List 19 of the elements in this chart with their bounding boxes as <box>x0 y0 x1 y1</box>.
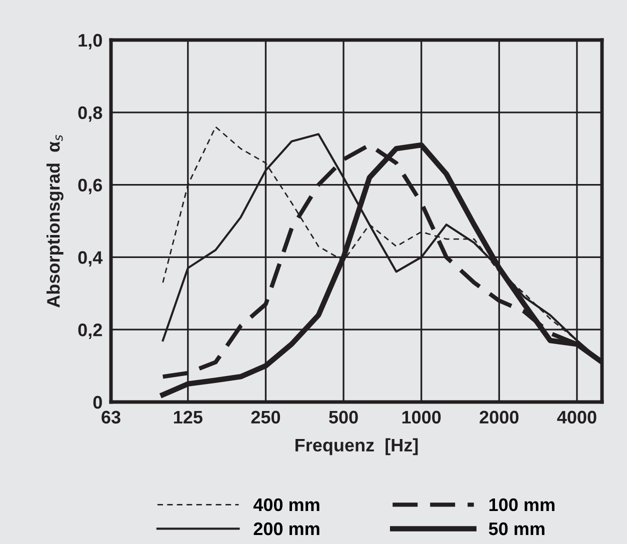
y-tick-label: 0,8 <box>78 106 102 122</box>
legend-label: 400 mm <box>253 498 320 512</box>
x-tick-label: 4000 <box>557 410 596 424</box>
y-tick-label: 0,2 <box>78 324 102 339</box>
y-axis-title: Absorptionsgrad α$_{s}$ <box>46 134 64 308</box>
legend-label: 50 mm <box>488 522 544 536</box>
x-tick-label: 2000 <box>480 410 518 424</box>
x-tick-label: 125 <box>174 410 202 424</box>
x-axis-title: Frequenz [Hz] <box>296 438 418 456</box>
y-tick-label: 0 <box>93 396 102 409</box>
x-tick-label: 63 <box>102 410 120 424</box>
y-tick-label: 0,4 <box>78 251 103 267</box>
x-tick-label: 1000 <box>402 410 441 424</box>
x-tick-label: 250 <box>251 410 280 424</box>
x-tick-label: 500 <box>329 410 358 424</box>
y-tick-label: 1,0 <box>78 34 102 50</box>
legend-label: 100 mm <box>489 498 554 512</box>
legend-label: 200 mm <box>254 522 320 536</box>
y-tick-label: 0,6 <box>78 178 102 194</box>
